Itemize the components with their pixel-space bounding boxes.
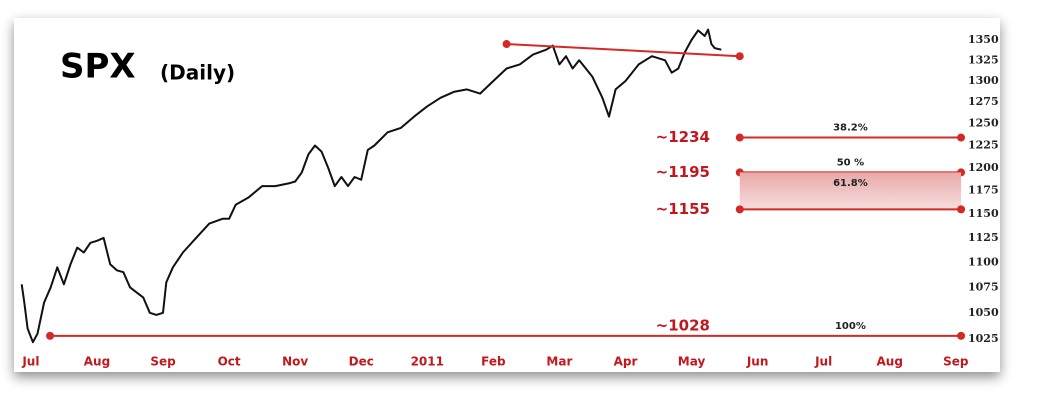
level-ratio: 50 % [837, 157, 864, 168]
x-tick-label: Dec [349, 355, 374, 369]
level-label: ~1195 [656, 163, 710, 181]
x-tick-label: Aug [84, 355, 110, 369]
level-ratio: 38.2% [833, 123, 868, 134]
y-tick-label: 1250 [968, 117, 999, 130]
y-tick-label: 1275 [968, 95, 999, 108]
x-tick-label: Feb [481, 355, 506, 369]
x-tick-label: Sep [943, 355, 969, 369]
level-dot [735, 133, 744, 142]
chart-title: SPX [60, 47, 136, 87]
level-dot [957, 331, 966, 340]
x-tick-label: Mar [546, 355, 572, 369]
trend-dot [502, 40, 511, 49]
x-tick-label: Apr [614, 355, 638, 369]
level-label: ~1155 [656, 200, 710, 218]
y-tick-label: 1175 [968, 184, 999, 197]
x-tick-label: Sep [150, 355, 176, 369]
y-tick-label: 1075 [968, 280, 999, 293]
y-tick-label: 1325 [968, 53, 999, 66]
price-line [20, 28, 722, 344]
x-tick-label: Jul [21, 355, 39, 369]
trend-dot [735, 52, 744, 61]
x-tick-label: Oct [218, 355, 241, 369]
y-tick-label: 1225 [968, 138, 999, 151]
y-tick-label: 1100 [968, 255, 999, 268]
level-ratio: 61.8% [833, 178, 868, 189]
level-ratio: 100% [835, 321, 866, 332]
y-tick-label: 1025 [968, 332, 999, 345]
level-dot [46, 331, 55, 340]
level-band [739, 172, 962, 210]
level-dot [957, 205, 966, 214]
x-tick-label: Jul [814, 355, 832, 369]
y-tick-label: 1150 [968, 207, 999, 220]
level-dot [735, 205, 744, 214]
y-tick-label: 1050 [968, 306, 999, 319]
y-tick-label: 1350 [968, 33, 999, 46]
level-label: ~1234 [656, 128, 710, 146]
x-tick-label: Jun [746, 355, 769, 369]
x-tick-label: Nov [282, 355, 308, 369]
x-tick-label: Aug [877, 355, 903, 369]
level-label: ~1028 [656, 316, 710, 334]
y-tick-label: 1300 [968, 74, 999, 87]
y-tick-label: 1200 [968, 161, 999, 174]
chart-subtitle: (Daily) [160, 61, 235, 85]
level-dot [957, 133, 966, 142]
y-tick-label: 1125 [968, 231, 999, 244]
trend-line [506, 43, 740, 58]
x-tick-label: 2011 [411, 355, 444, 369]
x-tick-label: May [678, 355, 706, 369]
